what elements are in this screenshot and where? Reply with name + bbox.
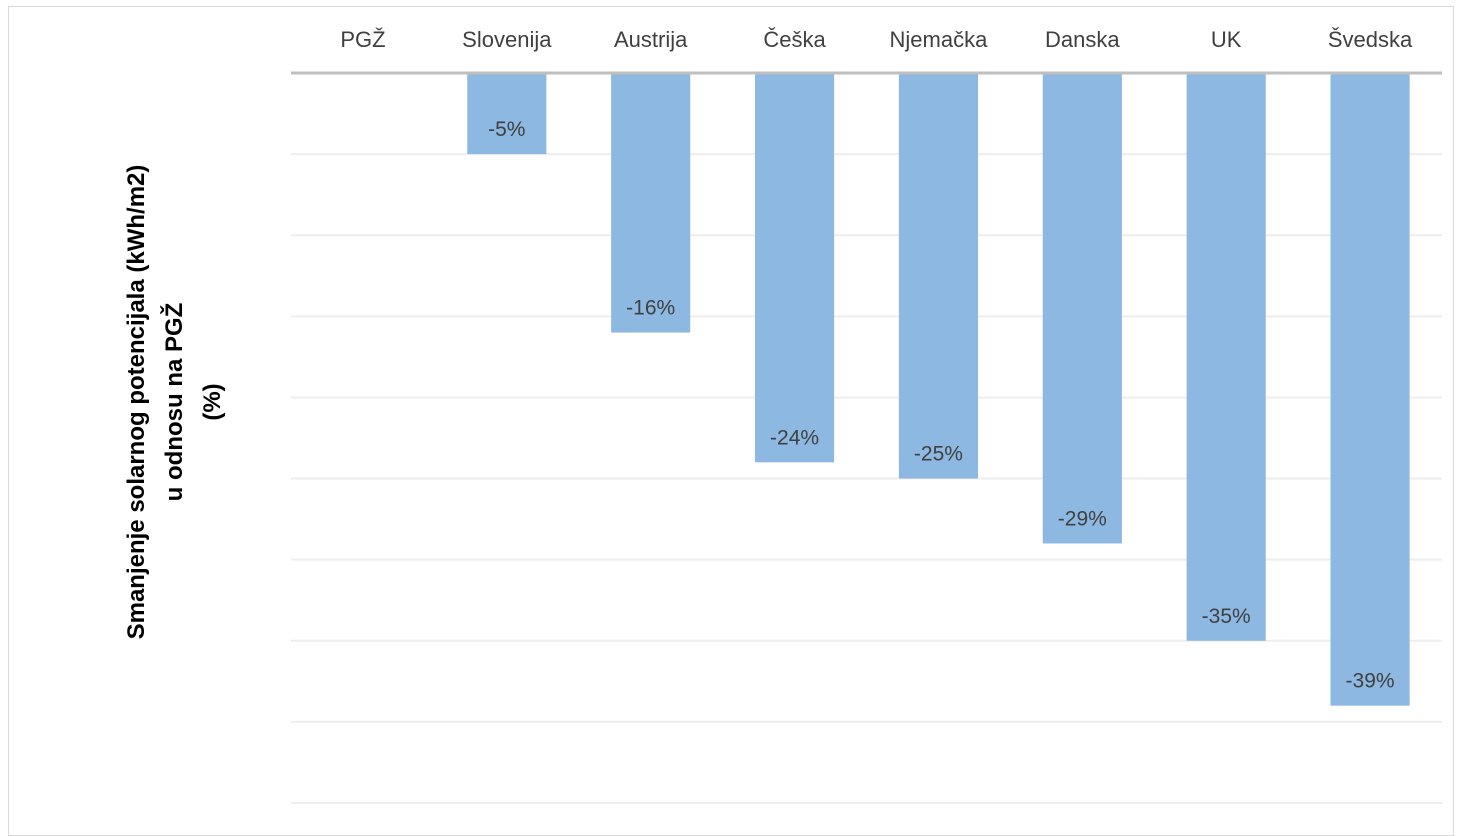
x-tick-label: Njemačka — [890, 27, 989, 52]
bar-6 — [1186, 73, 1266, 641]
x-tick-label: Slovenija — [462, 27, 552, 52]
bar-4 — [898, 73, 979, 479]
gridlines — [291, 153, 1442, 804]
bar-2 — [611, 73, 691, 333]
bars — [467, 73, 1410, 706]
x-tick-label: Danska — [1045, 27, 1120, 52]
x-tick-label: Austrija — [614, 27, 688, 52]
data-label: -24% — [770, 426, 819, 449]
data-label: -16% — [626, 297, 675, 320]
data-label: -25% — [914, 443, 963, 466]
bar-1 — [467, 73, 547, 155]
x-tick-label: Švedska — [1328, 27, 1413, 52]
x-tick-label: PGŽ — [340, 27, 385, 52]
data-label: -35% — [1202, 605, 1251, 628]
bar-7 — [1330, 73, 1410, 706]
bar-5 — [1042, 73, 1122, 544]
data-label: -29% — [1058, 507, 1107, 530]
x-tick-labels: PGŽ Slovenija Austrija Češka Njemačka Danska U… — [340, 27, 1413, 52]
bar-3 — [754, 73, 835, 463]
x-tick-label: Češka — [763, 27, 826, 52]
data-label: -39% — [1346, 670, 1395, 693]
data-labels: -5% -16% -24% -25% -29% -35% -39% — [488, 118, 1394, 693]
x-tick-label: UK — [1211, 27, 1242, 52]
data-label: -5% — [488, 118, 525, 141]
